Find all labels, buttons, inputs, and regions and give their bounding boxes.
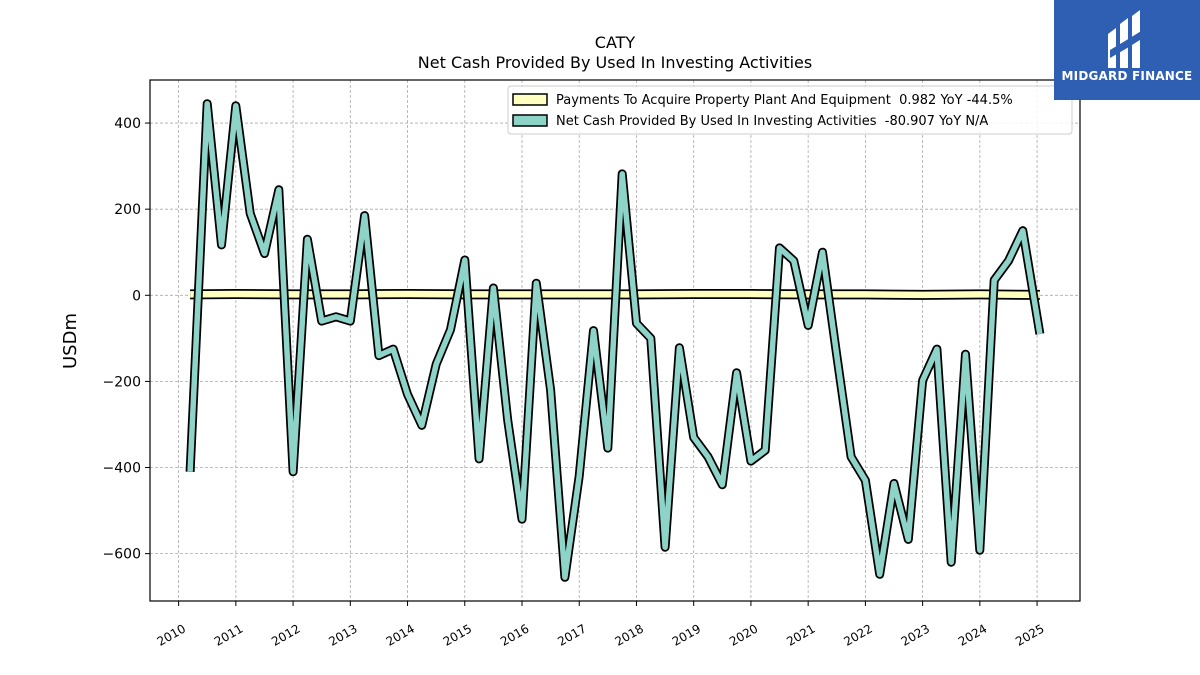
y-tick-label: 400 (114, 116, 141, 132)
y-tick-label: 200 (114, 202, 141, 218)
series-investing-line (187, 100, 1043, 581)
x-tick-label: 2014 (384, 621, 417, 648)
legend-label-ppe: Payments To Acquire Property Plant And E… (556, 93, 1013, 108)
x-tick-label: 2022 (841, 621, 874, 648)
legend-box (507, 85, 1073, 135)
plot-frame (149, 79, 1081, 602)
y-tick-label: 0 (132, 288, 141, 304)
x-tick-label: 2010 (155, 621, 188, 648)
x-tick-label: 2021 (784, 621, 817, 648)
x-tick-label: 2016 (498, 621, 531, 648)
y-axis-ticks: 400 200 0 −200 −400 −600 (103, 116, 150, 563)
x-tick-label: 2023 (899, 621, 932, 648)
midgard-logo-icon (1108, 10, 1146, 68)
legend: Payments To Acquire Property Plant And E… (507, 85, 1073, 135)
legend-swatch-investing (512, 114, 548, 127)
x-tick-label: 2019 (670, 621, 703, 648)
series-lines (185, 99, 1045, 582)
x-tick-label: 2012 (269, 621, 302, 648)
x-axis-ticks: 2010 2011 2012 2013 2014 2015 2016 2017 2018 2019… (155, 601, 1047, 649)
x-tick-label: 2013 (326, 621, 359, 648)
x-tick-label: 2011 (212, 621, 245, 648)
x-tick-label: 2018 (613, 621, 646, 648)
y-axis-label: USDm (60, 313, 81, 369)
x-tick-label: 2025 (1013, 621, 1046, 648)
brand-logo: MIDGARD FINANCE (1054, 0, 1200, 100)
chart-subtitle: Net Cash Provided By Used In Investing A… (418, 53, 812, 72)
x-tick-label: 2017 (555, 621, 588, 648)
y-tick-label: −400 (103, 461, 141, 477)
x-tick-label: 2024 (956, 621, 989, 648)
y-tick-label: −200 (103, 374, 141, 390)
grid (150, 80, 1080, 601)
x-tick-label: 2015 (441, 621, 474, 648)
chart-title: CATY (595, 33, 636, 52)
series-ppe-line (190, 290, 1040, 299)
legend-label-investing: Net Cash Provided By Used In Investing A… (556, 114, 988, 129)
x-tick-label: 2020 (727, 621, 760, 648)
y-tick-label: −600 (103, 547, 141, 563)
legend-swatch-ppe (512, 93, 548, 106)
logo-text: MIDGARD FINANCE (1061, 69, 1193, 83)
